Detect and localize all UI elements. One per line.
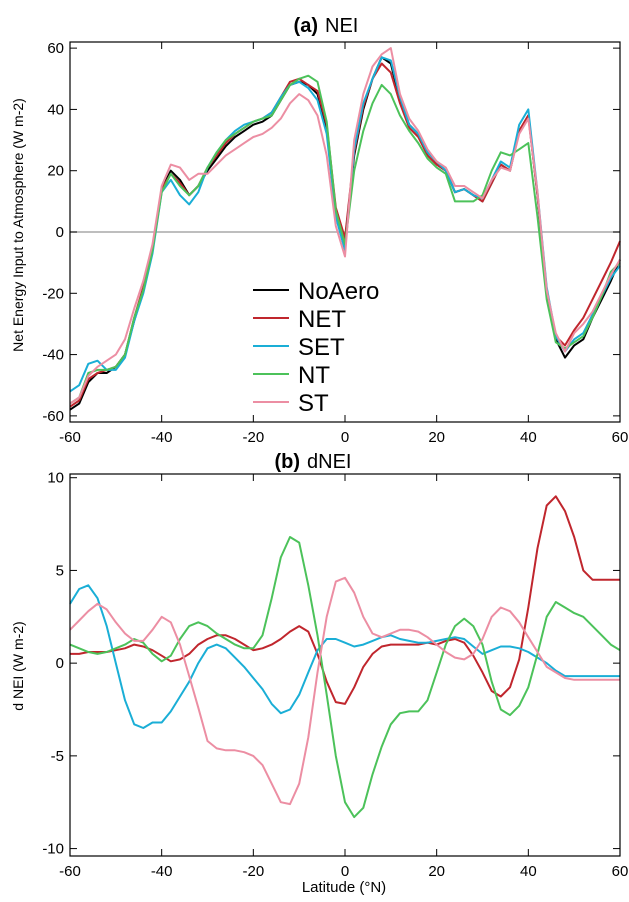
y-tick-label: -5 (51, 748, 64, 765)
y-tick-label: 20 (47, 163, 64, 180)
series-line-nt (69, 536, 621, 819)
y-tick-label: 0 (56, 655, 64, 672)
x-tick-label: 0 (341, 863, 349, 880)
panel-b: (b) dNEI d NEI (W m-2) Latitude (°N) -60… (10, 451, 628, 896)
x-tick-label: 20 (428, 863, 445, 880)
legend-label-noaero: NoAero (298, 278, 379, 305)
x-tick-label: 60 (612, 429, 629, 446)
series-line-net (69, 62, 621, 408)
x-tick-label: 20 (428, 429, 445, 446)
panel-b-plot: -60 -40 -20 0 20 40 60 -10 -5 0 5 10 (42, 470, 628, 880)
series-line-st (69, 47, 621, 405)
panel-a-tag: (a) (294, 15, 318, 37)
panel-a-plot: -60 -40 -20 0 20 40 60 -60 -40 -20 0 20 40 60 (42, 40, 628, 446)
x-tick-label: -20 (242, 429, 264, 446)
x-tick-label: 40 (520, 863, 537, 880)
y-tick-label: 40 (47, 101, 64, 118)
panel-b-xlabel: Latitude (°N) (302, 879, 386, 896)
panel-b-title: dNEI (307, 451, 351, 473)
x-tick-label: -60 (59, 863, 81, 880)
x-tick-label: -40 (151, 429, 173, 446)
legend-label-set: SET (298, 334, 345, 361)
panel-b-ylabel: d NEI (W m-2) (10, 621, 26, 710)
series-line-st (69, 576, 620, 806)
x-tick-label: -20 (242, 863, 264, 880)
legend-label-st: ST (298, 390, 329, 417)
y-tick-label: -60 (42, 408, 64, 425)
x-tick-label: -60 (59, 429, 81, 446)
series-line-set (69, 584, 620, 729)
y-tick-label: -10 (42, 841, 64, 858)
x-tick-label: -40 (151, 863, 173, 880)
panel-a: (a) NEI Net Energy Input to Atmosphere (… (10, 15, 628, 446)
y-tick-label: 0 (56, 224, 64, 241)
x-tick-label: 40 (520, 429, 537, 446)
y-tick-label: -40 (42, 347, 64, 364)
legend-label-net: NET (298, 306, 346, 333)
y-tick-label: 60 (47, 40, 64, 57)
x-tick-label: 0 (341, 429, 349, 446)
y-tick-label: 5 (56, 562, 64, 579)
y-tick-label: -20 (42, 285, 64, 302)
y-tick-label: 10 (47, 470, 64, 487)
legend-label-nt: NT (298, 362, 330, 389)
panel-a-ylabel: Net Energy Input to Atmosphere (W m-2) (10, 98, 26, 352)
panel-b-tag: (b) (274, 451, 300, 473)
series-line-net (70, 495, 620, 705)
panel-a-title: NEI (325, 15, 358, 37)
x-tick-label: 60 (612, 863, 629, 880)
